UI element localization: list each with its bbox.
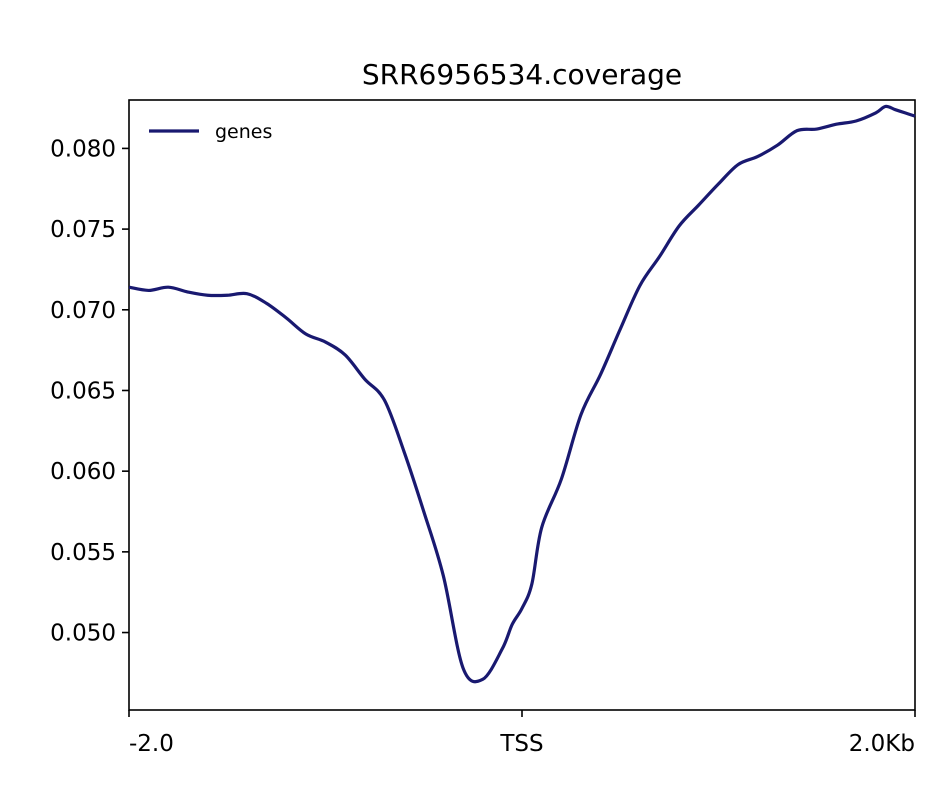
y-tick-label: 0.065 [50, 378, 116, 404]
chart-title: SRR6956534.coverage [362, 58, 682, 91]
y-tick-label: 0.060 [50, 459, 116, 485]
legend: genes [149, 121, 272, 143]
x-tick-label: 2.0Kb [849, 731, 915, 757]
plot-frame [128, 99, 916, 711]
x-tick-label: -2.0 [129, 731, 174, 757]
y-axis: 0.050 0.055 0.060 0.065 0.070 0.075 0.080 [50, 136, 129, 647]
x-tick-label: TSS [499, 731, 543, 757]
y-tick-label: 0.080 [50, 136, 116, 162]
series-layer [128, 104, 916, 684]
y-tick-label: 0.070 [50, 298, 116, 324]
y-tick-label: 0.055 [50, 540, 116, 566]
y-tick-label: 0.050 [50, 621, 116, 647]
x-axis: -2.0 TSS 2.0Kb [128, 710, 916, 757]
y-tick-label: 0.075 [50, 217, 116, 243]
series-line-genes [128, 104, 916, 684]
legend-label-genes: genes [215, 121, 272, 143]
